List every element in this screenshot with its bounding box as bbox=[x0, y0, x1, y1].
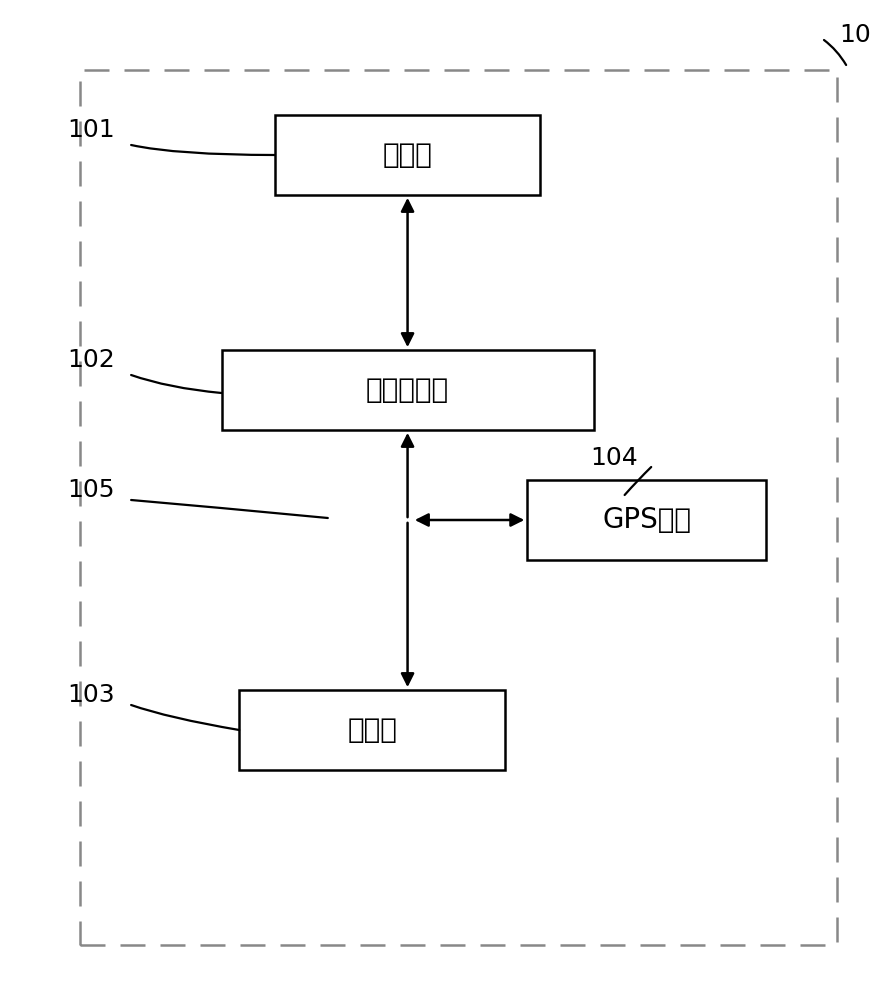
Bar bbox=[222, 350, 594, 430]
Text: 存储控制器: 存储控制器 bbox=[366, 376, 449, 404]
Bar bbox=[275, 115, 540, 195]
Bar bbox=[239, 690, 505, 770]
Text: 104: 104 bbox=[590, 446, 638, 470]
Text: 存储器: 存储器 bbox=[383, 141, 432, 169]
Text: 105: 105 bbox=[67, 478, 115, 502]
Text: 102: 102 bbox=[67, 348, 115, 372]
Text: 处理器: 处理器 bbox=[347, 716, 397, 744]
Bar bbox=[80, 70, 837, 945]
Bar bbox=[527, 480, 766, 560]
Text: 103: 103 bbox=[67, 683, 115, 707]
Text: GPS组件: GPS组件 bbox=[602, 506, 691, 534]
Text: 10: 10 bbox=[839, 23, 871, 47]
Text: 101: 101 bbox=[67, 118, 115, 142]
